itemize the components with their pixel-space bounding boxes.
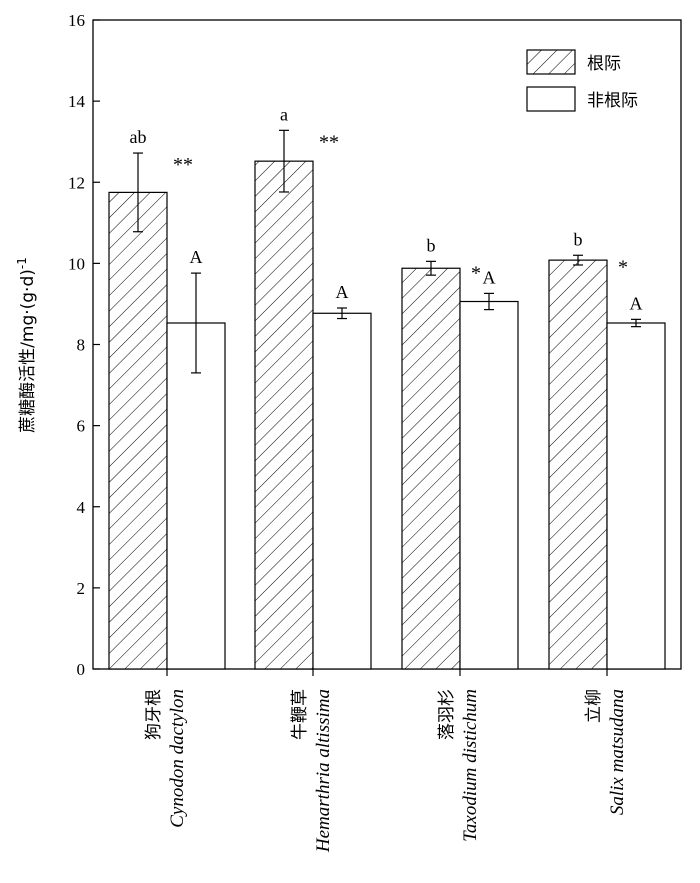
category-label-cn: 牛鞭草 (290, 689, 310, 740)
significance-stars: ** (319, 131, 339, 153)
category-label-cn: 立柳 (584, 689, 604, 723)
significance-letter: a (280, 104, 288, 124)
category-label-cn: 狗牙根 (144, 689, 164, 740)
y-tick-label: 8 (77, 336, 86, 355)
bar-rhizosphere (548, 259, 608, 670)
significance-letter: A (336, 282, 349, 302)
y-axis-label: 蔗糖酶活性/mg·(g·d)-1 (15, 257, 38, 433)
category-label-latin: Cynodon dactylon (167, 689, 188, 828)
y-axis-label-superscript: -1 (15, 257, 29, 269)
category-label-latin: Salix matsudana (607, 689, 628, 815)
legend-swatch-non-rhizosphere (526, 86, 576, 112)
y-tick-label: 14 (68, 92, 86, 111)
y-axis-label-main: 蔗糖酶活性/mg·(g·d) (18, 269, 38, 433)
significance-letter: A (630, 293, 643, 313)
category-label-latin: Taxodium distichum (460, 689, 481, 842)
significance-letter: b (574, 229, 583, 249)
legend-label-non-rhizosphere: 非根际 (587, 91, 638, 111)
significance-stars: ** (173, 154, 193, 176)
y-tick-label: 0 (77, 660, 86, 679)
significance-stars: * (471, 262, 481, 284)
significance-letter: b (427, 235, 436, 255)
significance-stars: * (618, 256, 628, 278)
bar-non-rhizosphere (312, 312, 372, 670)
legend: 根际 非根际 (526, 49, 638, 112)
bar-non-rhizosphere (166, 322, 226, 670)
bar-rhizosphere (108, 191, 168, 670)
legend-label-rhizosphere: 根际 (587, 54, 621, 74)
bar-non-rhizosphere (459, 300, 519, 670)
significance-letter: A (190, 247, 203, 267)
y-tick-label: 2 (77, 579, 86, 598)
legend-swatch-rhizosphere (526, 49, 576, 75)
y-tick-label: 10 (68, 254, 85, 273)
y-tick-label: 4 (77, 498, 86, 517)
significance-letter: A (483, 267, 496, 287)
category-label-cn: 落羽杉 (437, 689, 457, 740)
bar-non-rhizosphere (606, 322, 666, 670)
y-tick-label: 16 (68, 11, 85, 30)
y-tick-label: 12 (68, 173, 85, 192)
y-tick-label: 6 (77, 417, 86, 436)
significance-letter: ab (130, 127, 147, 147)
bar-rhizosphere (401, 267, 461, 670)
bar-rhizosphere (254, 160, 314, 670)
category-label-latin: Hemarthria altissima (313, 689, 334, 853)
